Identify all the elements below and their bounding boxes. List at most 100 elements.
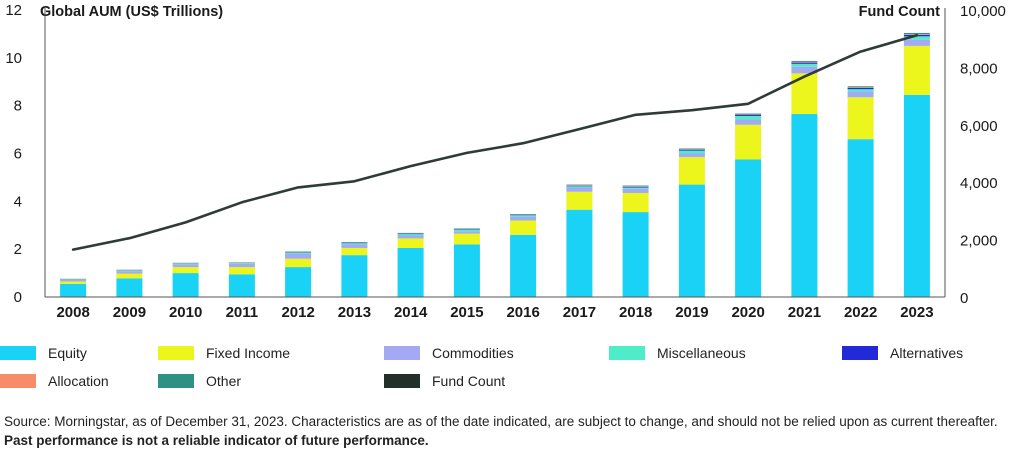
- x-tick-label: 2013: [338, 304, 371, 321]
- legend-swatch: [0, 374, 36, 388]
- x-tick-label: 2018: [619, 304, 652, 321]
- legend-swatch: [842, 346, 878, 360]
- bar-equity: [228, 274, 255, 297]
- chart: Global AUM (US$ Trillions) Fund Count 0 2 4 6…: [5, 2, 1006, 321]
- legend-swatch: [158, 374, 194, 388]
- bar-other: [903, 32, 930, 35]
- bar-miscellaneous: [285, 252, 312, 254]
- bar-miscellaneous: [847, 89, 874, 92]
- legend: Equity Fixed Income Commodities Miscellaneo…: [0, 340, 1024, 395]
- bar-commodities: [566, 187, 593, 192]
- legend-swatch: [384, 374, 420, 388]
- bar-equity: [791, 114, 818, 297]
- x-tick-label: 2015: [450, 304, 483, 321]
- bar-commodities: [678, 153, 705, 158]
- bar-other: [622, 185, 649, 187]
- bar-alternatives: [735, 114, 762, 116]
- bar-commodities: [903, 39, 930, 46]
- bar-miscellaneous: [510, 215, 537, 217]
- bar-miscellaneous: [903, 36, 930, 40]
- y-left-tick-label: 2: [14, 241, 22, 258]
- legend-item-other: Other: [158, 371, 241, 391]
- x-tick-label: 2011: [226, 304, 259, 321]
- bar-fixed-income: [397, 238, 424, 248]
- y-left-tick-label: 4: [14, 193, 22, 210]
- bar-commodities: [172, 264, 199, 268]
- legend-swatch: [158, 346, 194, 360]
- bar-equity: [453, 244, 480, 297]
- y-left-tick-label: 0: [14, 289, 22, 306]
- legend-label: Other: [206, 373, 242, 389]
- bar-commodities: [453, 231, 480, 234]
- x-tick-label: 2020: [731, 304, 764, 321]
- bar-alternatives: [622, 186, 649, 188]
- y-left-tick-label: 12: [5, 2, 22, 19]
- bar-fixed-income: [116, 273, 143, 279]
- bar-miscellaneous: [172, 263, 199, 265]
- bar-commodities: [60, 280, 87, 282]
- bar-miscellaneous: [622, 187, 649, 189]
- bar-equity: [172, 273, 199, 297]
- bar-equity: [622, 212, 649, 297]
- legend-item-equity: Equity: [0, 343, 87, 363]
- x-tick-label: 2023: [900, 304, 933, 321]
- y-left-tick-label: 8: [14, 98, 22, 115]
- bar-miscellaneous: [566, 186, 593, 188]
- y-left-axis-title: Global AUM (US$ Trillions): [40, 4, 223, 20]
- legend-item-allocation: Allocation: [0, 371, 109, 391]
- x-tick-label: 2021: [788, 304, 821, 321]
- bar-other: [735, 113, 762, 115]
- legend-item-fixed-income: Fixed Income: [158, 343, 290, 363]
- bar-fixed-income: [903, 45, 930, 95]
- bar-fixed-income: [60, 281, 87, 284]
- bar-equity: [116, 278, 143, 297]
- bar-other: [847, 86, 874, 88]
- legend-label: Fund Count: [432, 373, 506, 389]
- x-tick-label: 2009: [113, 304, 146, 321]
- y-left-tick-label: 6: [14, 146, 22, 163]
- bar-fixed-income: [622, 192, 649, 213]
- bar-fixed-income: [791, 73, 818, 115]
- y-right-tick-label: 0: [960, 290, 968, 307]
- legend-swatch: [609, 346, 645, 360]
- bar-commodities: [847, 91, 874, 98]
- x-tick-label: 2019: [675, 304, 708, 321]
- bar-equity: [735, 159, 762, 297]
- bar-equity: [566, 209, 593, 297]
- bar-miscellaneous: [341, 243, 368, 245]
- bar-equity: [678, 184, 705, 297]
- bar-fixed-income: [566, 191, 593, 210]
- bar-other: [791, 60, 818, 62]
- bar-miscellaneous: [678, 150, 705, 154]
- bar-allocation: [791, 61, 818, 63]
- bar-allocation: [847, 87, 874, 88]
- bar-commodities: [735, 119, 762, 125]
- bar-equity: [510, 234, 537, 297]
- legend-swatch: [0, 346, 36, 360]
- source-note: Source: Morningstar, as of December 31, …: [4, 412, 1020, 450]
- bar-miscellaneous: [228, 263, 255, 264]
- bar-fixed-income: [341, 247, 368, 256]
- bar-fixed-income: [735, 124, 762, 160]
- x-tick-label: 2017: [563, 304, 596, 321]
- bar-commodities: [285, 253, 312, 259]
- legend-swatch: [384, 346, 420, 360]
- bar-alternatives: [678, 149, 705, 151]
- bar-alternatives: [847, 87, 874, 90]
- y-right-tick-label: 8,000: [960, 60, 998, 77]
- y-right-tick-label: 2,000: [960, 233, 998, 250]
- y-right-tick-label: 10,000: [960, 3, 1006, 20]
- y-right-axis-title: Fund Count: [859, 4, 941, 20]
- legend-label: Miscellaneous: [657, 345, 746, 361]
- disclaimer-text: Past performance is not a reliable indic…: [4, 433, 429, 448]
- bar-fixed-income: [847, 97, 874, 140]
- bar-commodities: [228, 263, 255, 268]
- legend-label: Equity: [48, 345, 87, 361]
- bar-equity: [903, 94, 930, 298]
- bar-fixed-income: [453, 233, 480, 245]
- bar-fixed-income: [510, 220, 537, 235]
- bar-miscellaneous: [791, 63, 818, 67]
- bar-other: [566, 184, 593, 186]
- bar-miscellaneous: [116, 270, 143, 272]
- legend-item-miscellaneous: Miscellaneous: [609, 343, 746, 363]
